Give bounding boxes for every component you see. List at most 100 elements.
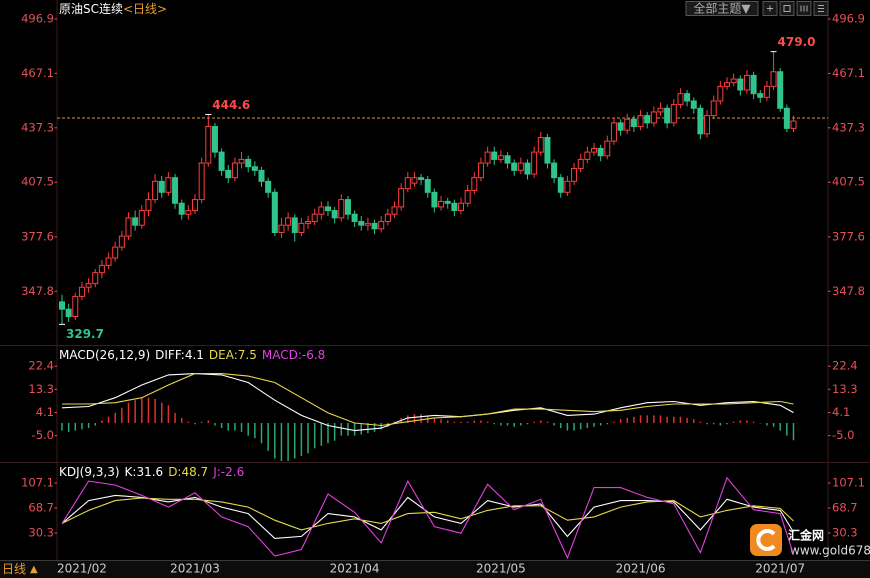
theme-button[interactable] xyxy=(685,1,759,16)
candle-body xyxy=(72,295,79,318)
legend-entry: DIFF:4.1 xyxy=(155,348,204,362)
candle-body xyxy=(185,210,192,215)
toolbar-icon[interactable] xyxy=(779,1,795,16)
panel-borders xyxy=(0,0,870,560)
macd-bar xyxy=(526,422,529,425)
candle-body xyxy=(630,118,637,128)
macd-bar xyxy=(287,422,289,461)
candle-body xyxy=(231,162,238,179)
macd-bar xyxy=(433,417,436,423)
y-tick-label-right: 437.3 xyxy=(832,120,865,134)
macd-bar xyxy=(167,405,170,423)
macd-bar xyxy=(393,421,396,423)
macd-bar xyxy=(333,422,336,441)
indicator-title: MACD(26,12,9) xyxy=(59,348,150,362)
macd-bar xyxy=(240,422,243,432)
candle-body xyxy=(178,202,185,215)
macd-bar xyxy=(659,415,662,423)
macd-bar xyxy=(792,422,795,441)
candle-body xyxy=(571,168,578,182)
candle-body xyxy=(138,210,145,226)
macd-bar xyxy=(586,422,589,429)
candle-body xyxy=(551,162,558,179)
macd-bar xyxy=(486,421,489,423)
candle-body xyxy=(225,169,232,179)
macd-bar xyxy=(254,422,256,439)
macd-bar xyxy=(493,422,495,425)
macd-bar xyxy=(220,422,223,429)
macd-bar xyxy=(679,416,682,423)
macd-bar xyxy=(380,422,382,430)
macd-bar xyxy=(87,422,90,429)
footer-period[interactable]: 日线 ▲ xyxy=(2,562,38,576)
macd-bar xyxy=(320,422,323,446)
macd-bar xyxy=(746,420,748,423)
y-tick-label-right: 13.3 xyxy=(832,382,858,396)
y-tick-label: 30.3 xyxy=(28,525,54,539)
candle-body xyxy=(724,82,730,87)
candle-body xyxy=(497,155,504,160)
candle-body xyxy=(92,272,99,285)
macd-bar xyxy=(772,422,775,427)
candle-body xyxy=(251,166,258,171)
candle-body xyxy=(537,136,544,153)
candle-body xyxy=(85,283,92,288)
candle-body xyxy=(298,222,305,233)
macd-bar xyxy=(626,417,628,423)
candle-body xyxy=(743,74,750,91)
candle-body xyxy=(145,199,152,212)
macd-bar xyxy=(227,422,229,431)
macd-bar xyxy=(147,397,150,423)
macd-bar xyxy=(267,422,269,451)
macd-bar xyxy=(619,419,622,423)
candle-body xyxy=(704,115,711,135)
macd-bar xyxy=(367,422,369,434)
y-tick-label-right: 407.5 xyxy=(832,175,865,189)
candle-body xyxy=(98,264,105,274)
y-tick-label: 4.1 xyxy=(36,405,54,419)
macd-bar xyxy=(779,422,781,431)
y-tick-label-right: -5.0 xyxy=(832,428,854,442)
theme-button-label[interactable]: 全部主题▼ xyxy=(693,1,751,16)
macd-bar xyxy=(114,412,116,423)
candle-body xyxy=(504,155,511,164)
candle-body xyxy=(285,217,292,226)
macd-bar xyxy=(446,420,449,423)
candle-body xyxy=(471,177,478,191)
macd-bar xyxy=(413,414,416,423)
x-tick-label: 2021/07 xyxy=(755,562,805,576)
candle-body xyxy=(557,177,564,193)
candle-body xyxy=(664,107,671,124)
macd-bar xyxy=(247,422,249,436)
macd-bar xyxy=(313,422,316,449)
toolbar-icon-glyph xyxy=(800,5,808,12)
macd-bar xyxy=(712,422,715,425)
macd-bar xyxy=(699,421,702,423)
candle-body xyxy=(750,74,757,95)
candle-body xyxy=(624,118,631,131)
indicator-title: KDJ(9,3,3) xyxy=(59,465,120,479)
macd-bar xyxy=(786,422,788,436)
y-tick-label: 437.3 xyxy=(21,120,54,134)
candle-body xyxy=(717,85,724,102)
macd-bar xyxy=(646,415,648,423)
logo-glyph xyxy=(756,529,776,551)
candle-body xyxy=(491,151,498,160)
legend-entry: J:-2.6 xyxy=(212,465,244,479)
candle-body xyxy=(172,177,179,204)
macd-bar xyxy=(613,421,615,423)
footer-arrow[interactable]: ▲ xyxy=(30,564,38,575)
candle-body xyxy=(637,115,644,128)
macd-bar xyxy=(739,420,742,423)
extreme-label: 329.7 xyxy=(66,327,104,341)
macd-bar xyxy=(74,422,77,431)
macd-bar xyxy=(107,416,110,423)
x-tick-label: 2021/02 xyxy=(57,562,107,576)
candle-body xyxy=(198,162,205,201)
macd-bar xyxy=(686,417,688,423)
time-axis-bar xyxy=(0,560,870,578)
footer-period-label[interactable]: 日线 xyxy=(2,562,26,576)
macd-bar xyxy=(579,422,582,430)
y-tick-label: 347.8 xyxy=(21,284,54,298)
candle-body xyxy=(444,200,451,204)
